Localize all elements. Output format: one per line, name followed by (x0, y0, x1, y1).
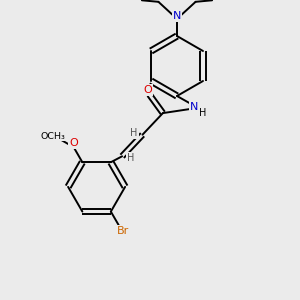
Text: N: N (173, 11, 181, 22)
Text: H: H (199, 107, 206, 118)
Text: O: O (143, 85, 152, 95)
Text: N: N (190, 101, 199, 112)
Text: H: H (130, 128, 138, 138)
Text: H: H (127, 153, 134, 163)
Text: Br: Br (117, 226, 129, 236)
Text: OCH₃: OCH₃ (41, 131, 66, 140)
Text: O: O (69, 138, 78, 148)
